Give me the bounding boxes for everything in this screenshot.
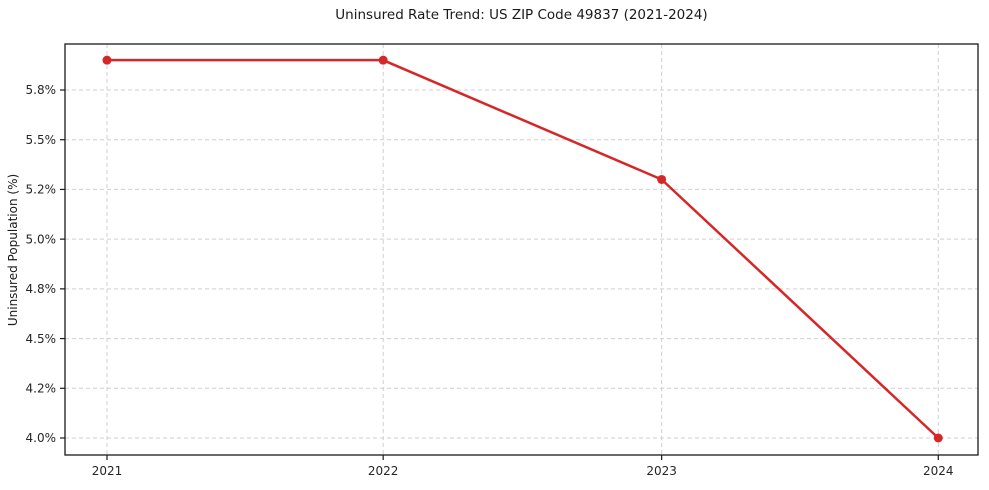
- plot-border: [64, 43, 979, 456]
- data-point-marker: [933, 433, 943, 443]
- y-tick-label: 4.5%: [26, 332, 57, 346]
- data-point-marker: [378, 55, 388, 65]
- trend-line: [105, 58, 940, 440]
- y-tick-label: 5.5%: [26, 133, 57, 147]
- gridlines: [65, 44, 978, 455]
- tick-marks: [60, 89, 939, 460]
- y-tick-label: 5.2%: [26, 183, 57, 197]
- x-tick-label: 2023: [646, 464, 677, 478]
- x-tick-label: 2022: [368, 464, 399, 478]
- y-tick-label: 5.8%: [26, 83, 57, 97]
- x-tick-label: 2021: [92, 464, 123, 478]
- y-tick-label: 4.8%: [26, 282, 57, 296]
- x-tick-label: 2024: [923, 464, 954, 478]
- y-tick-label: 4.2%: [26, 381, 57, 395]
- y-tick-label: 4.0%: [26, 431, 57, 445]
- data-point-marker: [102, 55, 112, 65]
- y-tick-labels: 4.0% 4.2% 4.5% 4.8% 5.0% 5.2% 5.5% 5.8%: [26, 83, 57, 445]
- data-point-markers: [102, 55, 943, 443]
- data-point-marker: [657, 174, 667, 184]
- chart-title: Uninsured Rate Trend: US ZIP Code 49837 …: [335, 7, 708, 23]
- x-tick-labels: 2021 2022 2023 2024: [92, 464, 954, 478]
- y-tick-label: 5.0%: [26, 232, 57, 246]
